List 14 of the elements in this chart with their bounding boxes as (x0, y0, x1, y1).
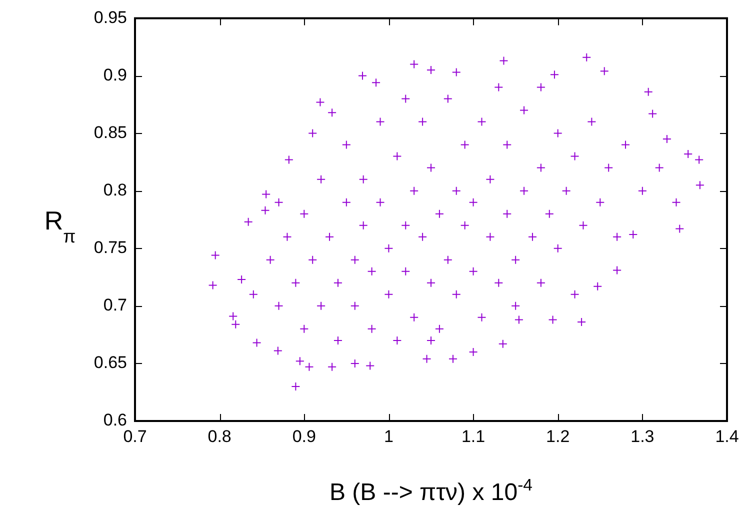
y-tick-label: 0.65 (94, 353, 127, 372)
x-tick-label: 1.3 (630, 426, 654, 446)
y-tick-label: 0.95 (94, 8, 127, 27)
x-tick-label: 0.9 (292, 426, 316, 446)
x-tick-label: 1 (384, 426, 394, 446)
x-tick-label: 0.8 (208, 426, 232, 446)
x-tick-label: 1.2 (546, 426, 570, 446)
y-tick-label: 0.9 (103, 65, 127, 84)
y-tick-label: 0.85 (94, 122, 127, 142)
y-tick-label: 0.8 (103, 180, 127, 200)
y-tick-label: 0.7 (103, 296, 127, 315)
x-tick-label: 1.1 (461, 426, 486, 446)
x-tick-label: 1.4 (715, 426, 739, 446)
y-tick-label: 0.75 (94, 238, 127, 258)
